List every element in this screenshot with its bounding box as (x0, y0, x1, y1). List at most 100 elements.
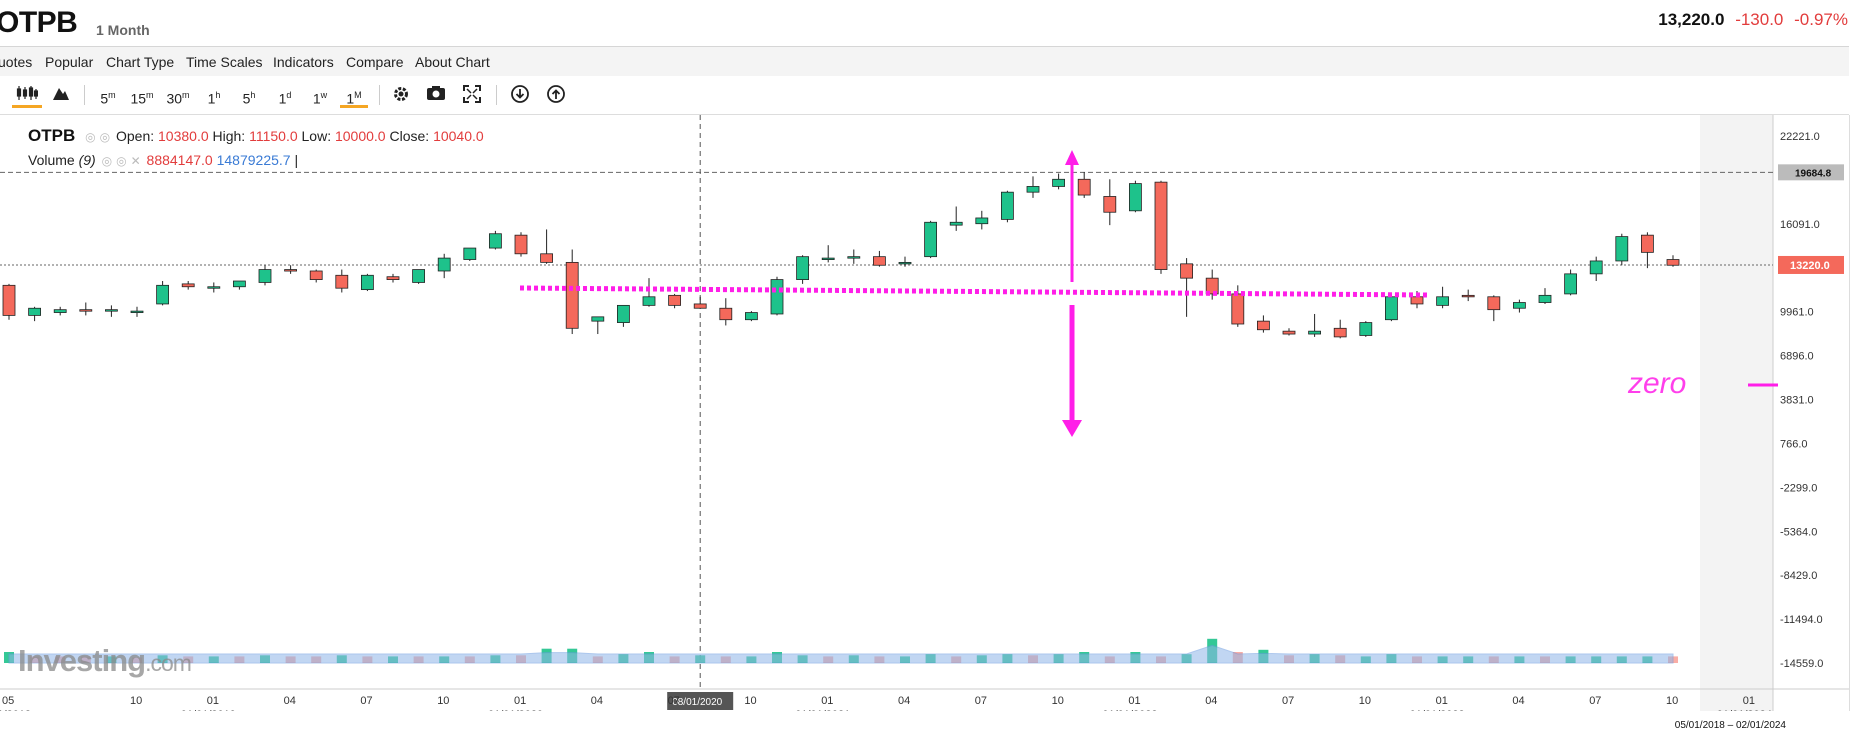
price-change-pct: -0.97% (1794, 10, 1848, 29)
candle-body (1333, 327, 1347, 338)
x-month-label: 10 (1052, 695, 1064, 707)
candle-body (232, 280, 246, 288)
last-price-tag-label: 13220.0 (1790, 260, 1830, 272)
candles-icon[interactable] (12, 85, 42, 108)
candle-body (847, 256, 861, 259)
candle-body (284, 269, 298, 272)
tf-5h[interactable]: 5h (242, 90, 256, 107)
candle-body (1641, 234, 1654, 253)
candle-body (796, 256, 809, 280)
investing-logo: Investing.com (18, 643, 192, 678)
future-area-shade (1700, 115, 1773, 711)
candle-body (1257, 320, 1270, 331)
x-year-label: 01/01/2020 (488, 709, 543, 711)
candle-body (1666, 259, 1680, 266)
x-month-label: 01 (1436, 695, 1448, 707)
download-icon[interactable] (509, 85, 531, 105)
camera-icon[interactable] (425, 85, 447, 105)
y-tick-label: -8429.0 (1780, 570, 1817, 582)
settings-icon[interactable]: ◎ (99, 130, 111, 144)
candle-body (719, 307, 733, 321)
x-month-label: 10 (1666, 695, 1678, 707)
candle-body (1385, 296, 1398, 321)
eye-icon[interactable]: ◎ (85, 130, 96, 144)
volume-legend: Volume (9) ◎ ◎ ✕ 8884147.0 14879225.7 | (28, 152, 299, 168)
crosshair-date-label: 08/01/2020 (672, 697, 722, 708)
menu-about-chart[interactable]: About Chart (415, 54, 490, 70)
fullscreen-icon[interactable] (461, 85, 483, 105)
annotation-zero-label: zero (1627, 367, 1686, 400)
menu-popular[interactable]: Popular (45, 54, 94, 70)
menu-time-scales[interactable]: Time Scales (186, 54, 263, 70)
high-label: High: (212, 128, 246, 144)
y-tick-label: 22221.0 (1780, 131, 1820, 143)
x-month-label: 07 (1589, 695, 1601, 707)
x-month-label: 04 (1205, 695, 1217, 707)
close-value: 10040.0 (433, 128, 484, 144)
close-icon[interactable]: ✕ (130, 154, 141, 168)
y-tick-label: -2299.0 (1780, 482, 1817, 494)
x-month-label: 01 (207, 695, 219, 707)
candle-body (412, 269, 426, 283)
crosshair-date-box (667, 692, 734, 710)
menu-chart-type[interactable]: Chart Type (106, 54, 175, 70)
candle-body (1129, 183, 1142, 212)
candle-body (181, 283, 195, 288)
candle-body (463, 247, 477, 260)
menu-compare[interactable]: Compare (346, 54, 404, 70)
tf-1w[interactable]: 1w (312, 90, 328, 107)
annotation-up-arrowhead (1065, 150, 1079, 165)
candle-body (105, 309, 118, 312)
candlestick-chart[interactable]: 22221.0 16091.0 9961.0 6896.0 3831.0 766.0 -22… (0, 115, 1849, 711)
chart-area[interactable]: 22221.0 16091.0 9961.0 6896.0 3831.0 766.0 -22… (0, 115, 1850, 711)
eye-icon[interactable]: ◎ (101, 154, 113, 168)
menu-quotes[interactable]: uotes (0, 54, 33, 70)
annotation-support-line (519, 285, 1429, 298)
candle-body (1461, 294, 1475, 298)
y-tick-label: 16091.0 (1780, 219, 1820, 231)
candle-body (693, 303, 707, 309)
candle-body (565, 261, 579, 329)
x-year-label: 01/01/2024 (1717, 709, 1772, 711)
chart-menu-bar: uotes Popular Chart Type Time Scales Ind… (0, 46, 1849, 77)
tf-15m[interactable]: 15m (130, 90, 154, 107)
candle-body (514, 234, 528, 255)
candle-body (1180, 263, 1193, 279)
upload-icon[interactable] (545, 85, 567, 105)
candle-body (360, 274, 374, 291)
tf-5m[interactable]: 5m (100, 90, 116, 107)
candle-body (1154, 181, 1168, 270)
candle-body (949, 221, 963, 226)
candle-body (1231, 293, 1245, 325)
x-year-label: 01/01/2021 (795, 709, 850, 711)
y-tick-label: 3831.0 (1780, 395, 1814, 407)
menu-indicators[interactable]: Indicators (273, 54, 334, 70)
tf-1d[interactable]: 1d (278, 90, 292, 107)
x-month-label: 07 (975, 695, 987, 707)
candle-body (488, 233, 502, 249)
toolbar-divider (496, 85, 497, 105)
gear-icon[interactable] (390, 85, 412, 105)
y-tick-label: -14559.0 (1780, 658, 1823, 670)
candle-body (1026, 186, 1040, 193)
date-range: 05/01/2018 – 02/01/2024 (1674, 720, 1786, 731)
x-month-label: 05 (2, 695, 14, 707)
price-change: -130.0 (1735, 10, 1784, 29)
volume-label: Volume (28, 152, 75, 168)
high-price-tag (1778, 164, 1844, 181)
candle-body (1103, 196, 1117, 213)
mountain-icon[interactable] (50, 85, 72, 105)
candle-body (1487, 296, 1501, 311)
candle-body (309, 270, 323, 280)
tf-1M[interactable]: 1M (340, 85, 368, 108)
candle-body (156, 284, 170, 305)
candle-body (1589, 260, 1603, 275)
tf-1h[interactable]: 1h (207, 90, 221, 107)
settings-icon[interactable]: ◎ (116, 154, 127, 168)
candle-body (1410, 296, 1424, 305)
tf-30m[interactable]: 30m (166, 90, 190, 107)
open-value: 10380.0 (158, 128, 209, 144)
ohlc-legend: OTPB ◎ ◎ Open: 10380.0 High: 11150.0 Low:… (28, 126, 484, 146)
x-month-label: 01 (1743, 695, 1755, 707)
symbol-title: OTPB (0, 6, 78, 39)
